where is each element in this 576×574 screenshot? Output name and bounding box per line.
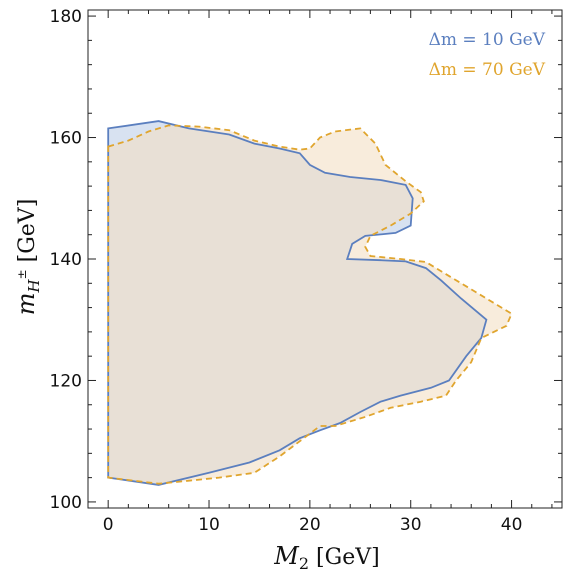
x-tick-label: 10 [198,515,220,535]
y-axis-label: mH± [GeV] [12,199,43,316]
y-tick-label: 100 [50,493,82,513]
x-tick-label: 0 [103,515,114,535]
legend-entry-dm70: Δm = 70 GeV [429,60,546,80]
x-tick-label: 20 [299,515,321,535]
y-tick-label: 160 [50,129,82,149]
y-tick-label: 120 [50,371,82,391]
y-axis-label-subscript: H [25,279,43,294]
y-tick-label: 180 [50,7,82,27]
y-tick-label: 140 [50,250,82,270]
x-tick-label: 40 [501,515,523,535]
y-axis-label-symbol: m [12,293,40,316]
region-outline-0 [107,120,488,486]
legend-entry-dm10: Δm = 10 GeV [429,30,546,50]
y-axis-label-superscript: ± [15,269,29,279]
x-axis-label-symbol: M [273,542,300,570]
x-axis-label: M2 [GeV] [273,542,379,573]
x-tick-label: 30 [400,515,422,535]
x-axis-label-subscript: 2 [299,554,309,573]
region-fill-1 [108,125,512,484]
x-axis-label-unit: [GeV] [309,545,380,570]
y-axis-label-unit: [GeV] [15,199,40,270]
region-outline-1 [107,124,513,485]
